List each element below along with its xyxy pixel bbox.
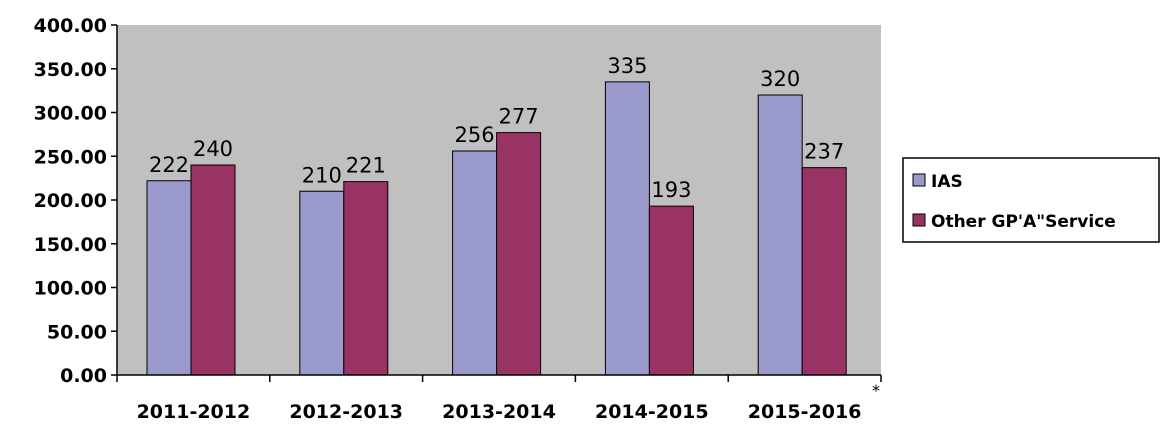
data-label-s0-c0: 222 <box>149 153 189 177</box>
bar-s1-c3 <box>648 205 694 376</box>
y-tick-label: 150.00 <box>34 234 107 256</box>
y-tick-label: 200.00 <box>34 190 107 212</box>
bar-s0-c0 <box>146 180 192 376</box>
y-tick-label: 250.00 <box>34 146 107 168</box>
data-label-s1-c4: 237 <box>804 140 844 164</box>
data-label-s1-c3: 193 <box>651 178 691 202</box>
data-label-s0-c2: 256 <box>455 123 495 147</box>
x-tick-label: 2012-2013 <box>289 401 403 423</box>
bars <box>146 81 847 376</box>
data-label-s0-c3: 335 <box>607 54 647 78</box>
data-labels: 222 210 256 335 320 240 221 277 193 237 <box>149 54 844 202</box>
y-tick-label: 50.00 <box>47 321 107 343</box>
y-tick-label: 300.00 <box>34 103 107 125</box>
data-label-s1-c2: 277 <box>499 105 539 129</box>
x-axis-ticks: 2011-2012 2012-2013 2013-2014 2014-2015 2015… <box>116 375 882 423</box>
bar-s0-c3 <box>604 81 650 376</box>
footnote-mark: * <box>872 381 880 400</box>
y-tick-label: 100.00 <box>34 278 107 300</box>
y-axis-ticks: 0.00 50.00 100.00 150.00 200.00 250.00 300.00 3… <box>34 15 117 387</box>
legend-label-other: Other GP'A"Service <box>931 212 1116 232</box>
x-tick-label: 2013-2014 <box>442 401 556 423</box>
y-tick-label: 400.00 <box>34 15 107 37</box>
data-label-s0-c4: 320 <box>760 67 800 91</box>
bar-s1-c1 <box>343 181 389 376</box>
bar-s1-c4 <box>801 167 847 376</box>
data-label-s1-c0: 240 <box>193 137 233 161</box>
x-tick-label: 2011-2012 <box>137 401 251 423</box>
legend-swatch-ias <box>912 173 926 187</box>
data-label-s1-c1: 221 <box>346 154 386 178</box>
bar-s1-c2 <box>496 132 542 376</box>
x-tick-label: 2015-2016 <box>748 401 862 423</box>
legend-box <box>902 157 1160 243</box>
y-tick-label: 350.00 <box>34 59 107 81</box>
legend-swatch-other <box>912 213 926 227</box>
bar-s0-c1 <box>299 190 345 376</box>
legend: IAS Other GP'A"Service <box>902 157 1160 243</box>
bar-s0-c2 <box>452 150 498 376</box>
data-label-s0-c1: 210 <box>302 163 342 187</box>
legend-label-ias: IAS <box>931 172 963 192</box>
y-tick-label: 0.00 <box>60 365 107 387</box>
bar-s1-c0 <box>190 164 236 376</box>
x-tick-label: 2014-2015 <box>595 401 709 423</box>
bar-s0-c4 <box>757 94 803 376</box>
